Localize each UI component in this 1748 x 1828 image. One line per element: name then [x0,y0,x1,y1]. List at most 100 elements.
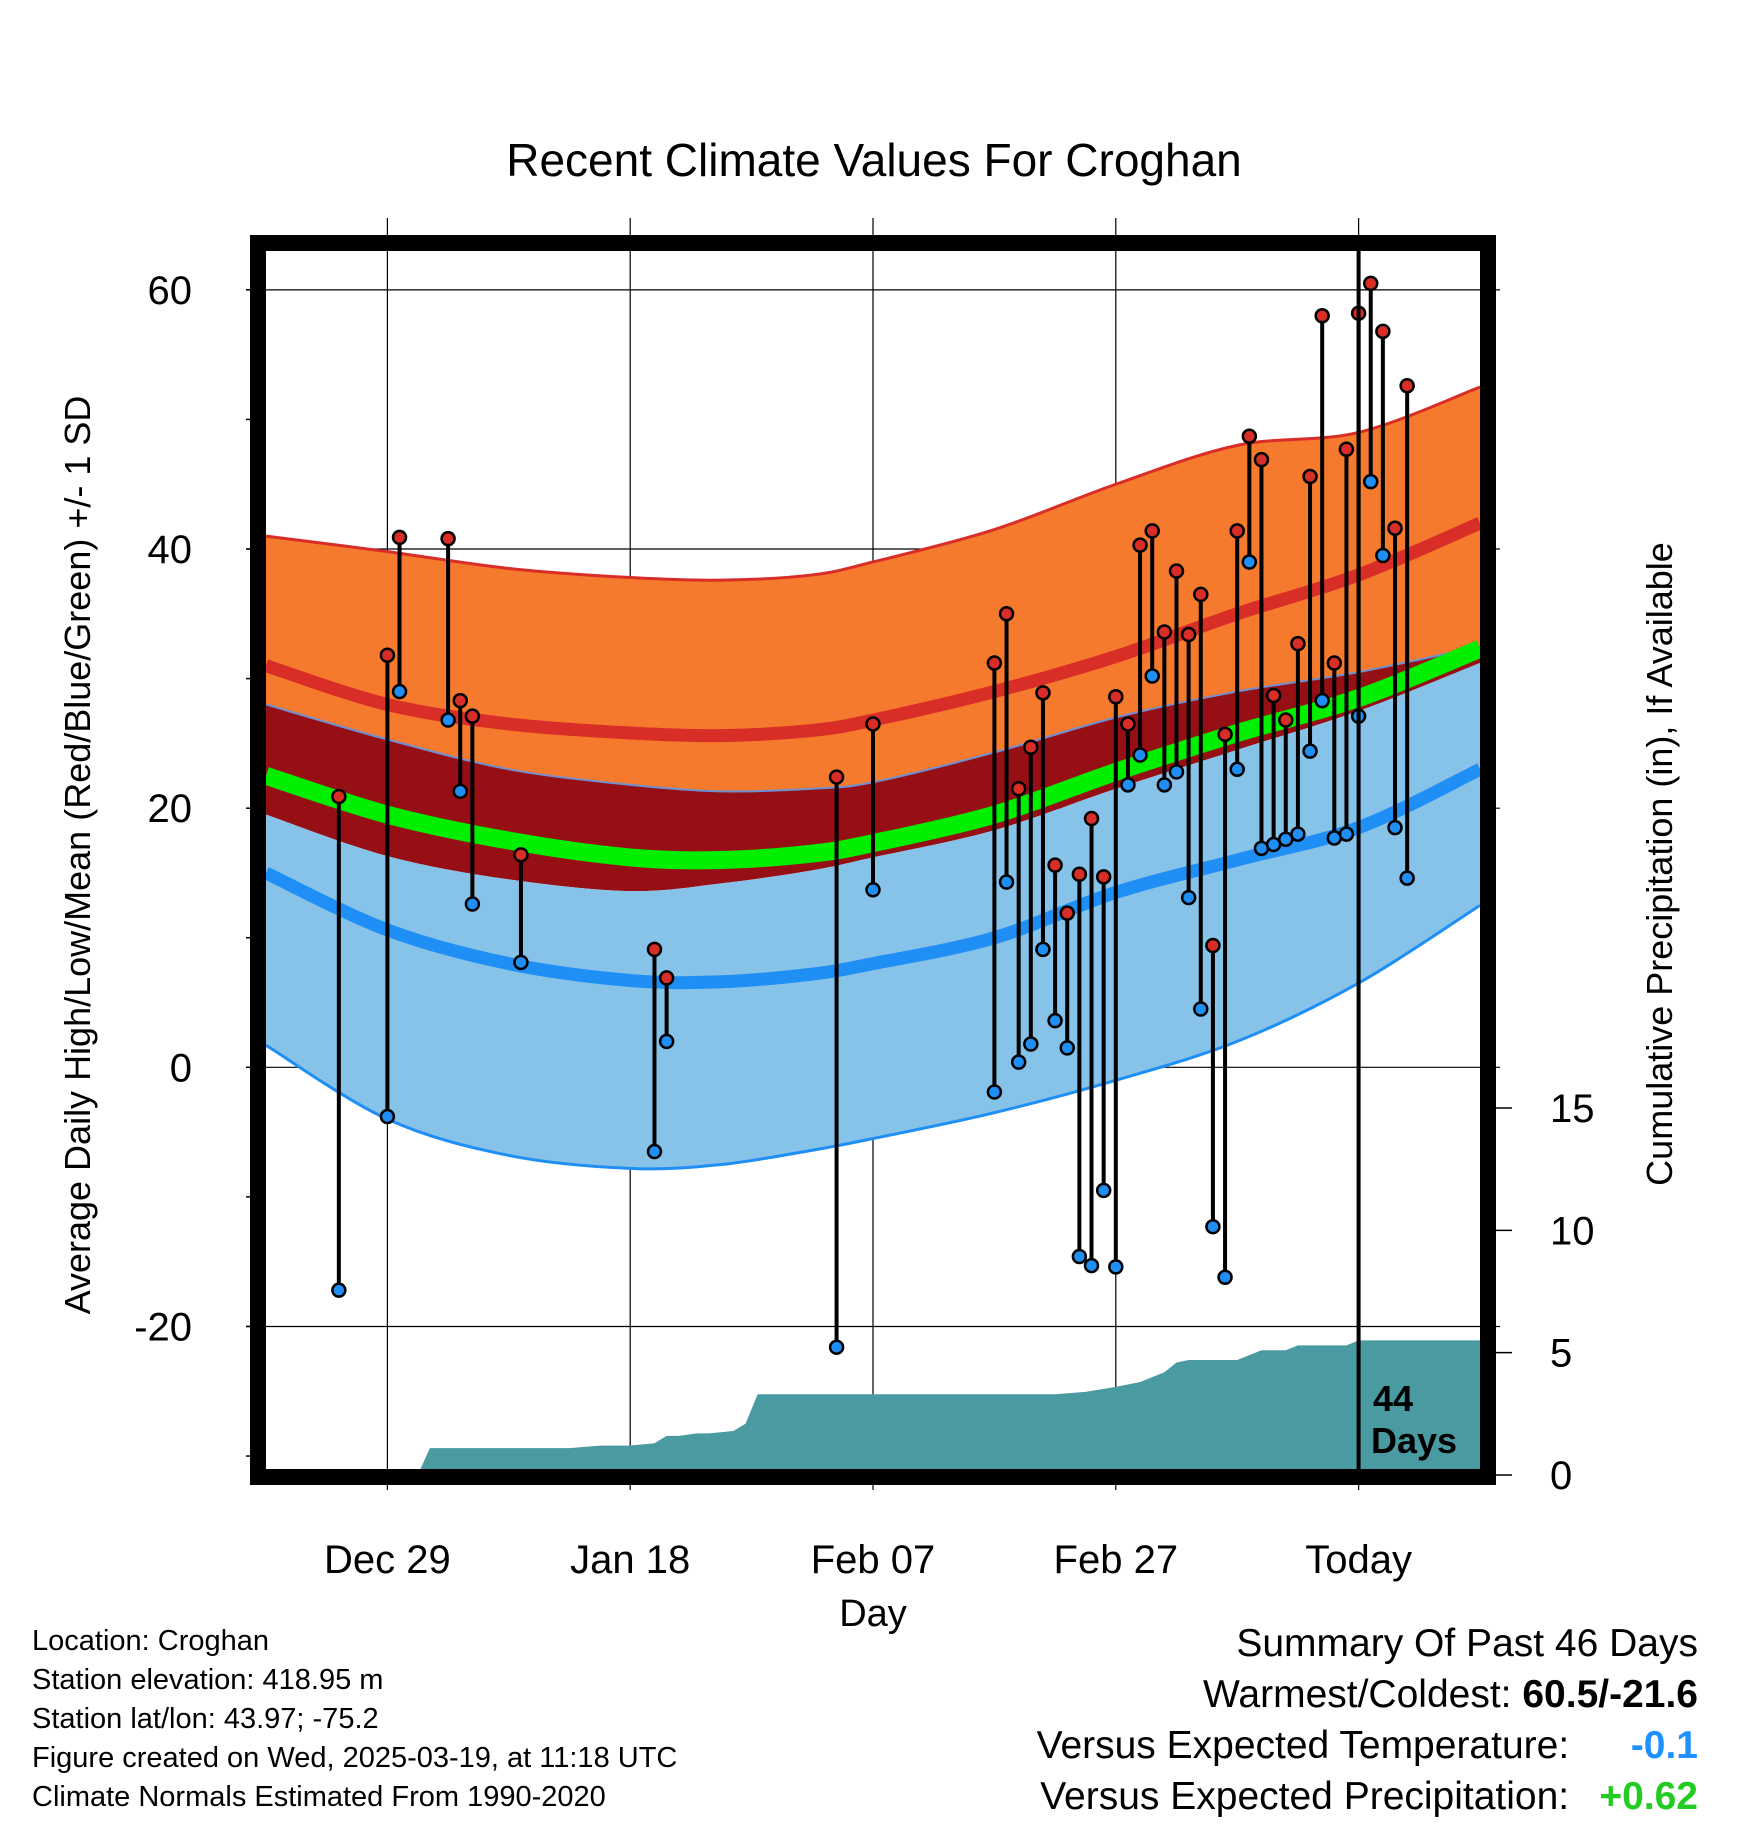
high-dot [1399,378,1415,394]
created-text: Figure created on Wed, 2025-03-19, at 11… [32,1742,678,1774]
high-dot [1229,523,1245,539]
high-dot [1253,451,1270,468]
y-tick-label: 0 [170,1046,192,1090]
low-dot [440,712,456,728]
high-dot [1314,308,1330,324]
y-tick-label: 60 [148,269,193,313]
low-dot [452,783,468,800]
summary-panel: Summary Of Past 46 Days Warmest/Coldest:… [1037,1618,1698,1822]
low-dot [379,1108,396,1125]
y2-tick-label: 10 [1550,1209,1595,1253]
high-dot [1326,655,1343,671]
y2-tick-label: 5 [1550,1332,1572,1376]
low-dot [1241,554,1258,570]
low-dot [1387,819,1403,836]
mean-normal-line [266,640,1480,870]
precip-value: +0.62 [1599,1775,1698,1818]
low-dot [331,1282,347,1298]
low-dot [1010,1054,1027,1070]
y-axis-label: Average Daily High/Low/Mean (Red/Blue/Gr… [57,396,98,1315]
high-dot [379,647,396,664]
low-dot [986,1084,1003,1100]
high-dot [1071,866,1088,883]
x-axis-label: Day [839,1593,907,1635]
low-dot [865,882,881,898]
low-dot [1290,826,1306,842]
latlon-text: Station lat/lon: 43.97; -75.2 [32,1703,379,1735]
plot-frame [250,235,1496,1485]
low-dot [1108,1259,1124,1275]
high-dot [986,655,1003,671]
low-dot [1035,941,1051,958]
low-dot [1180,889,1197,906]
high-dot [1168,563,1185,579]
low-dot [1217,1269,1233,1285]
low-dot [1120,777,1136,793]
x-tick-label: Dec 29 [324,1538,451,1582]
high-dot [452,692,468,709]
high-upper-line [266,385,1480,582]
x-tick-label: Today [1305,1538,1412,1582]
low-lower-line [266,904,1480,1171]
low-dot [391,683,408,700]
low-dot [1362,473,1379,490]
temp-label: Versus Expected Temperature: [1036,1724,1570,1767]
low-dot [1047,1012,1063,1029]
high-dot [1095,869,1112,885]
normals-text: Climate Normals Estimated From 1990-2020 [32,1781,606,1813]
high-dot [1083,810,1100,827]
high-dot [1338,441,1355,457]
daily-dots [331,275,1415,1355]
y-tick-label: 20 [148,787,193,831]
high-dot [1180,626,1197,643]
low-dot [1314,692,1330,709]
high-dot [1035,685,1051,701]
high-dot [1059,905,1075,921]
low-dot [1071,1248,1088,1265]
plot-area [266,275,1480,1469]
high-dot [1047,857,1063,873]
low-dot [1156,777,1173,793]
high-dot [1217,726,1233,743]
low-dot [1375,547,1391,564]
low-dot [513,954,529,971]
low-dot [1083,1257,1100,1274]
low-dot [1229,761,1245,778]
high-dot [1120,716,1136,732]
low-dot [1132,747,1148,763]
x-tick-label: Jan 18 [570,1538,690,1582]
high-dot [464,708,481,724]
precip-label: Versus Expected Precipitation: [1040,1775,1570,1818]
chart-title: Recent Climate Values For Croghan [506,134,1241,186]
high-dot [1362,275,1379,292]
high-dot [1241,428,1258,445]
high-dot [1156,624,1173,640]
warmest-label: Warmest/Coldest: [1203,1673,1512,1716]
low-dot [1193,1001,1209,1017]
high-dot [1108,688,1124,705]
high-dot [865,716,881,732]
x-tick-label: Feb 27 [1054,1538,1179,1582]
low-dot [658,1033,675,1050]
high-dot [646,941,663,958]
low-dot [646,1143,663,1160]
x-tick-label: Feb 07 [811,1538,936,1582]
daily-stems [336,283,1410,1348]
high-dot [513,847,529,863]
low-dot [1399,870,1415,886]
low-dot [1168,764,1185,780]
high-dot [1375,323,1391,340]
low-dot [1338,826,1355,842]
high-dot [1302,468,1318,485]
high-dot [1132,537,1148,553]
high-dot [331,788,347,805]
low-dot [1144,668,1160,684]
axes: -20 0 20 40 60 Dec 29 Jan 18 Feb 07 Feb 27 Today 0… [134,269,1594,1582]
high-dot [1144,523,1160,539]
high-dot [1265,687,1282,704]
y2-tick-label: 15 [1550,1087,1595,1131]
summary-warmest: Warmest/Coldest: 60.5/-21.6 [1037,1669,1698,1720]
high-dot [658,970,675,986]
low-dot [998,874,1015,890]
